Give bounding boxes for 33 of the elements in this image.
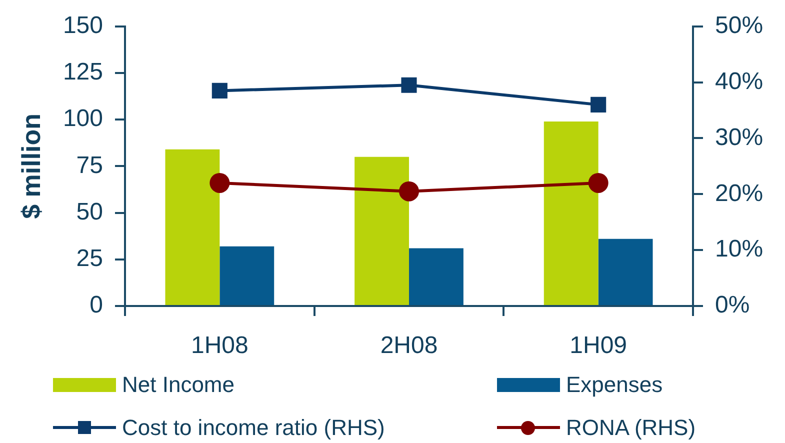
bar [220,246,274,305]
bar [598,238,653,305]
x-tick-label: 1H08 [190,332,248,360]
y2-tick-label: 50% [715,12,764,40]
legend-label: Net Income [122,372,234,398]
bar [409,248,464,305]
y-tick-label: 25 [76,245,103,272]
y2-tick-label: 40% [715,68,764,95]
point [399,181,419,202]
legend-label: Expenses [566,372,663,398]
y2-tick-label: 30% [715,124,764,151]
point [588,172,608,193]
y-tick-label: 0 [90,292,103,319]
y-tick-label: 150 [62,12,103,40]
legend-label: RONA (RHS) [566,415,696,441]
point [590,96,606,112]
y-tick-label: 125 [62,58,103,86]
point [210,172,230,193]
y2-tick-label: 20% [715,180,764,207]
y-tick-label: 50 [76,198,103,226]
x-tick-label: 2H08 [380,332,438,360]
point [212,82,228,98]
bar [544,121,598,305]
y2-tick-label: 0% [715,292,750,319]
x-tick-label: 1H09 [570,332,628,360]
bar [354,156,409,305]
bar [165,149,220,305]
y-axis-title: $ million [16,113,46,219]
point [401,77,417,93]
legend-label: Cost to income ratio (RHS) [122,415,385,441]
y2-tick-label: 10% [715,236,764,263]
y-tick-label: 100 [62,105,103,132]
y-tick-label: 75 [76,152,103,179]
